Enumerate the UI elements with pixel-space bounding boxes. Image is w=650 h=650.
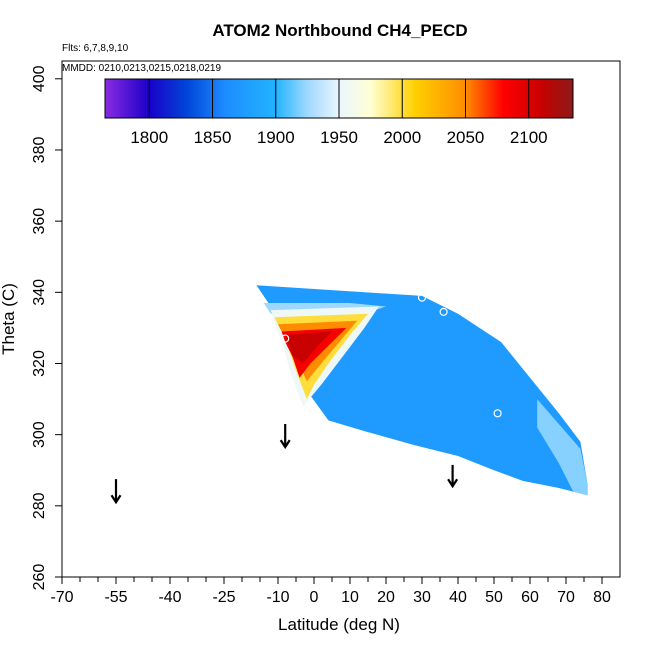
x-tick-label: -55 (104, 589, 127, 606)
y-tick-label: 260 (31, 564, 48, 591)
colorbar-tick-label: 1950 (320, 128, 358, 147)
x-tick-label: 80 (593, 589, 611, 606)
y-tick-label: 400 (31, 65, 48, 92)
y-tick-label: 380 (31, 137, 48, 164)
y-tick-label: 300 (31, 421, 48, 448)
down-arrow-icon (279, 423, 291, 450)
colorbar-tick-label: 2000 (383, 128, 421, 147)
field-region-east-edge-band (537, 399, 588, 496)
colorbar: 1800 1850 1900 1950 2000 2050 2100 (104, 78, 574, 147)
x-tick-label: 20 (377, 589, 395, 606)
x-tick-label: 10 (341, 589, 359, 606)
x-tick-label: 40 (449, 589, 467, 606)
x-tick-label: 60 (521, 589, 539, 606)
down-arrow-icon (110, 479, 122, 505)
markers (110, 293, 502, 505)
x-tick-label: -40 (158, 589, 181, 606)
y-tick-label: 360 (31, 208, 48, 235)
down-arrow-icon (447, 464, 459, 489)
x-tick-label: 50 (485, 589, 503, 606)
y-axis-title: Theta (C) (0, 283, 18, 355)
flight-marker-circle (317, 414, 326, 423)
x-tick-label: 30 (413, 589, 431, 606)
field-region-dark-red-core (285, 331, 332, 364)
x-tick-label: -25 (212, 589, 235, 606)
chart-title: ATOM2 Northbound CH4_PECD (212, 21, 467, 40)
y-tick-label: 320 (31, 350, 48, 377)
flight-marker-circle (439, 307, 448, 316)
flight-marker-circle (493, 409, 502, 418)
y-tick-label: 340 (31, 279, 48, 306)
x-tick-label: -10 (266, 589, 289, 606)
flight-marker-circle (417, 293, 427, 302)
axes: -70 -55 -40 -25 -10 0 10 20 30 40 50 60 70 80 260 280 30… (31, 65, 611, 606)
x-tick-label: 70 (557, 589, 575, 606)
x-tick-label: -70 (50, 589, 73, 606)
flights-note: Flts: 6,7,8,9,10 (62, 43, 129, 54)
dates-note: MMDD: 0210,0213,0215,0218,0219 (62, 63, 221, 74)
plot-frame (61, 60, 621, 578)
x-tick-label: 0 (310, 589, 319, 606)
colorbar-tick-label: 2100 (510, 128, 548, 147)
colorbar-tick-label: 1850 (194, 128, 232, 147)
flight-marker-circle (281, 334, 290, 343)
plot-area (256, 285, 588, 496)
y-tick-label: 280 (31, 492, 48, 519)
colorbar-tick-label: 1900 (257, 128, 295, 147)
colorbar-tick-label: 2050 (447, 128, 485, 147)
colorbar-tick-label: 1800 (130, 128, 168, 147)
x-axis-title: Latitude (deg N) (278, 615, 400, 634)
